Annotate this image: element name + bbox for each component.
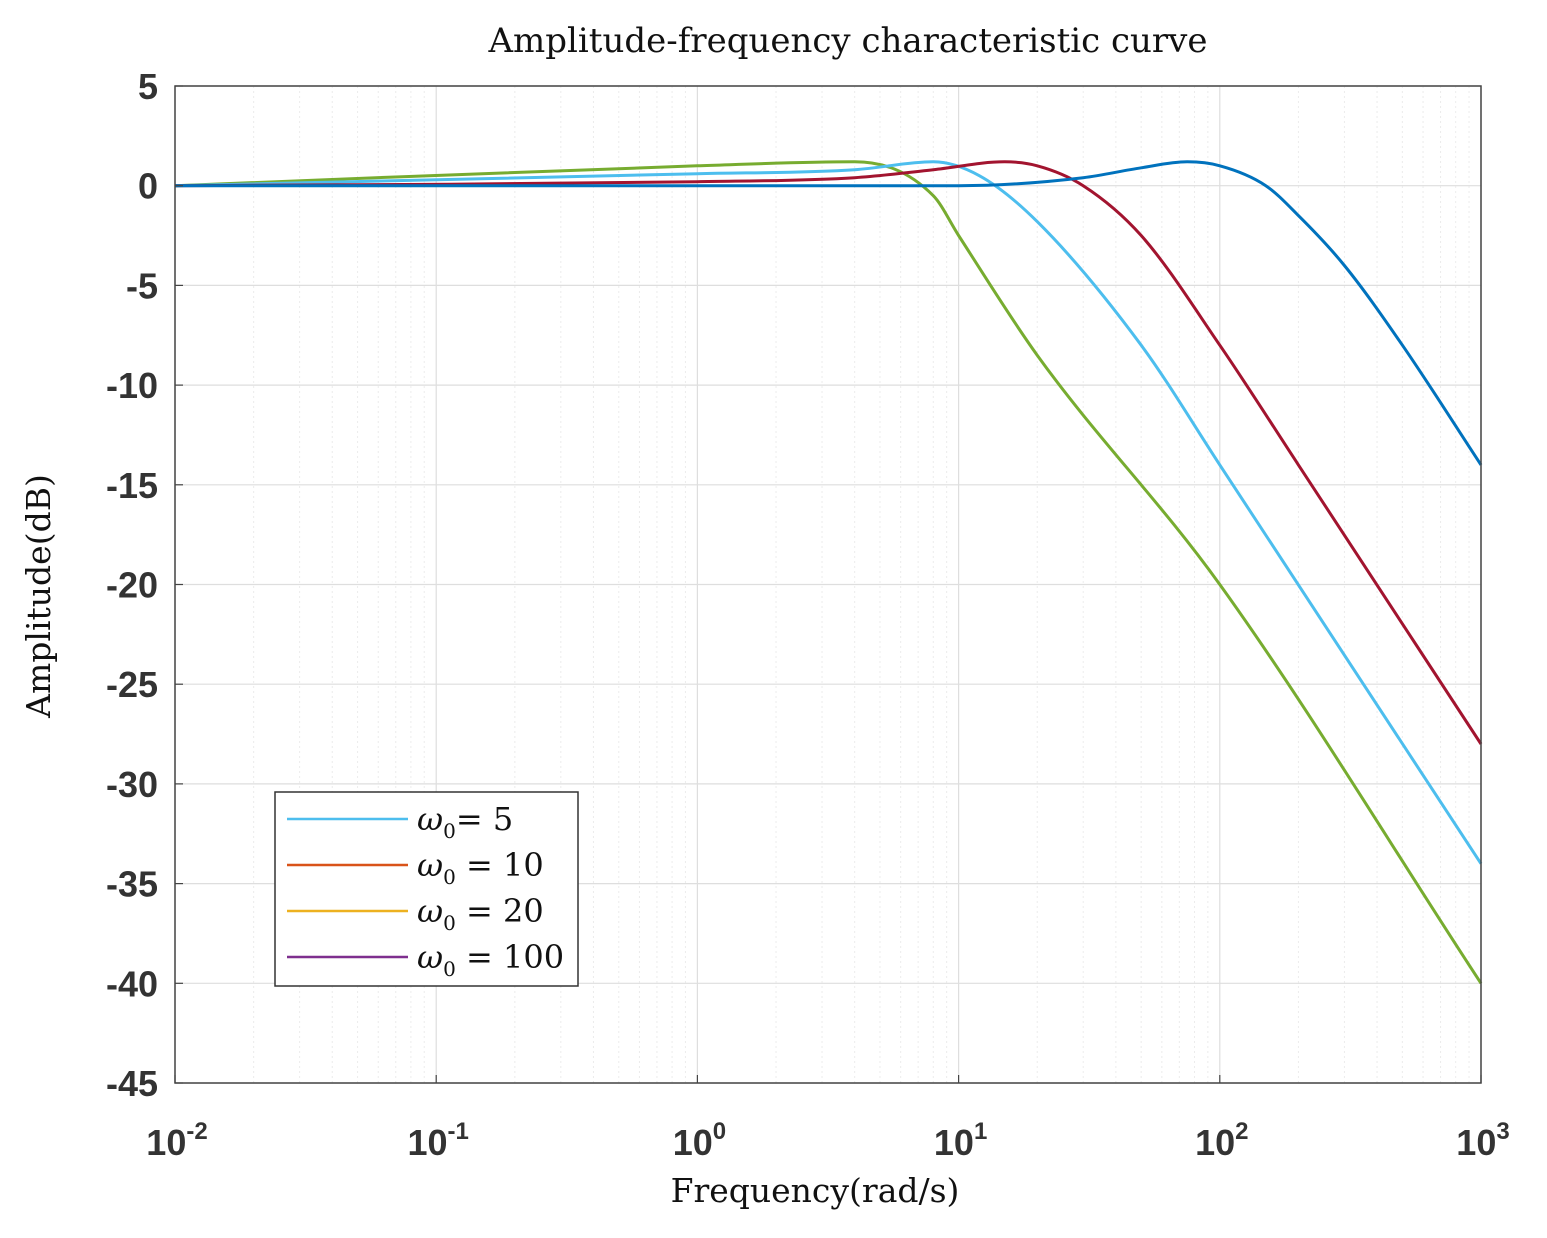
y-tick-label: -20: [106, 565, 158, 606]
x-tick-exponent: 2: [1235, 1118, 1248, 1145]
y-tick-label: -45: [106, 1063, 158, 1104]
legend-subscript: 0: [443, 957, 456, 981]
legend-label: ω0 = 100: [417, 938, 564, 981]
x-tick-base: 10: [673, 1122, 713, 1163]
legend-value: = 100: [456, 938, 564, 976]
chart-title: Amplitude-frequency characteristic curve: [488, 21, 1208, 61]
x-tick-base: 10: [1195, 1122, 1235, 1163]
x-tick-exponent: 1: [974, 1118, 987, 1145]
x-tick-base: 10: [934, 1122, 974, 1163]
legend-symbol: ω: [417, 846, 443, 884]
series-line-dark-red: [174, 160, 1483, 745]
y-tick-label: -35: [106, 864, 158, 905]
x-tick-base: 10: [408, 1122, 448, 1163]
x-tick-label: 102: [1195, 1118, 1248, 1163]
legend-subscript: 0: [443, 911, 456, 935]
x-tick-label: 103: [1456, 1118, 1509, 1163]
legend-label: ω0 = 20: [417, 892, 544, 935]
y-tick-label: -30: [106, 764, 158, 805]
y-tick-label: -5: [126, 265, 158, 306]
series-line-green: [174, 160, 1483, 985]
y-tick-label: 0: [138, 166, 158, 207]
x-axis-label: Frequency(rad/s): [671, 1171, 960, 1210]
legend-label: ω0 = 10: [417, 846, 544, 889]
legend-symbol: ω: [417, 938, 443, 976]
plot-series: [174, 160, 1483, 985]
y-axis-label: Amplitude(dB): [19, 474, 58, 719]
x-tick-exponent: -1: [448, 1118, 469, 1145]
legend-value: = 20: [456, 892, 544, 930]
legend-subscript: 0: [443, 865, 456, 889]
x-tick-exponent: -2: [186, 1118, 207, 1145]
series-line-light-blue: [174, 160, 1483, 865]
y-tick-label: -10: [106, 365, 158, 406]
legend-box: [274, 791, 579, 987]
legend-value: = 5: [456, 800, 513, 838]
x-tick-base: 10: [146, 1122, 186, 1163]
series-line-dark-blue: [175, 160, 1483, 466]
legend-subscript: 0: [443, 819, 456, 843]
x-tick-exponent: 3: [1496, 1118, 1509, 1145]
x-tick-label: 10-1: [408, 1118, 469, 1163]
x-tick-exponent: 0: [713, 1118, 726, 1145]
legend-symbol: ω: [417, 892, 443, 930]
y-tick-label: -15: [106, 465, 158, 506]
y-tick-label: -40: [106, 963, 158, 1004]
legend-symbol: ω: [417, 800, 443, 838]
legend-value: = 10: [456, 846, 544, 884]
x-tick-label: 100: [673, 1118, 726, 1163]
legend-label: ω0= 5: [417, 800, 513, 843]
y-tick-label: 5: [138, 66, 158, 107]
x-tick-base: 10: [1456, 1122, 1496, 1163]
x-tick-label: 101: [934, 1118, 987, 1163]
x-tick-label: 10-2: [146, 1118, 207, 1163]
y-tick-label: -25: [106, 664, 158, 705]
